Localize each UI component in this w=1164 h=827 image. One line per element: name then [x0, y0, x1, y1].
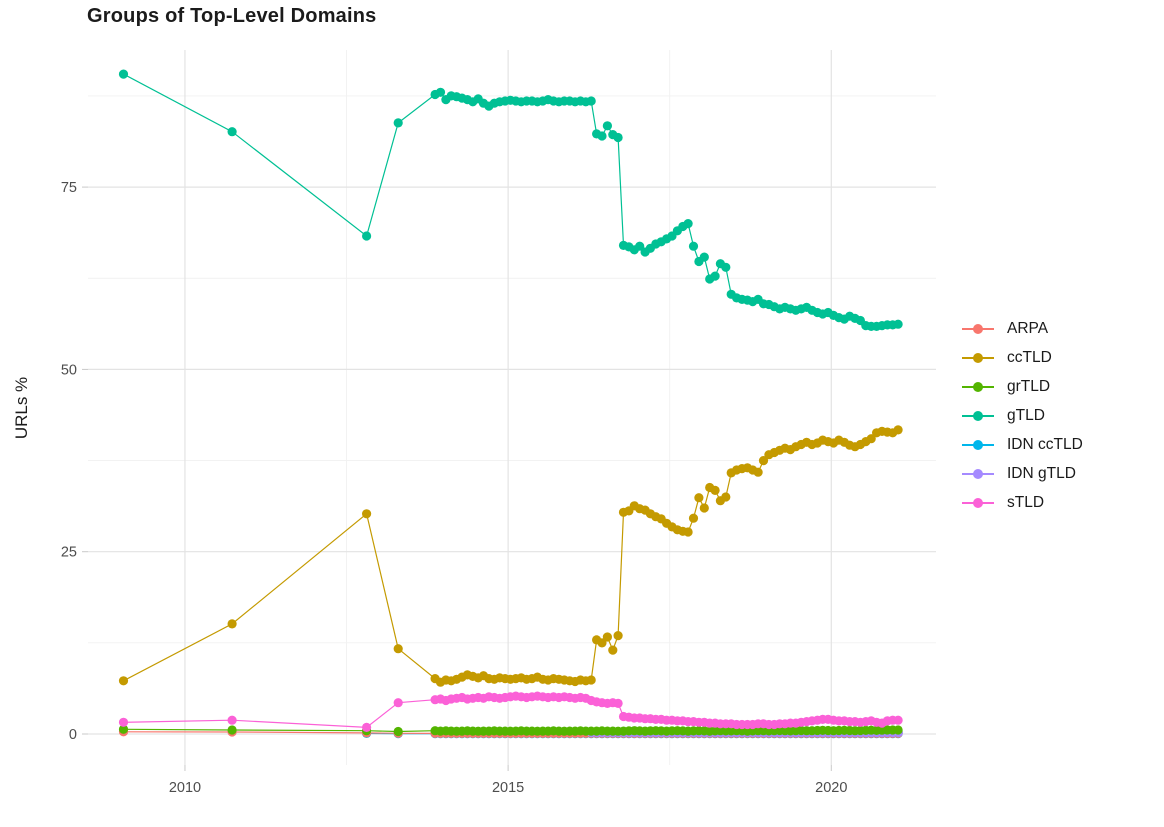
series-line-gTLD — [123, 73, 899, 327]
legend-item-IDN-gTLD: IDN gTLD — [962, 463, 1083, 485]
chart-title: Groups of Top-Level Domains — [87, 5, 377, 27]
legend-label: IDN gTLD — [1007, 465, 1076, 482]
series-point-ccTLD — [688, 513, 699, 523]
series-point-gTLD — [586, 96, 596, 106]
legend-label: ccTLD — [1007, 349, 1052, 366]
series-point-gTLD — [688, 241, 699, 251]
series-point-grTLD — [393, 726, 403, 737]
series-point-gTLD — [602, 121, 613, 131]
series-point-gTLD — [597, 131, 607, 141]
y-tick-label: 50 — [61, 362, 77, 378]
series-point-ccTLD — [893, 425, 903, 435]
series-point-ccTLD — [710, 485, 720, 495]
series-point-ccTLD — [393, 644, 403, 654]
series-point-grTLD — [893, 725, 903, 735]
series-point-gTLD — [699, 252, 709, 262]
series-point-sTLD — [613, 698, 623, 709]
legend-item-ccTLD: ccTLD — [962, 347, 1083, 369]
series-point-sTLD — [362, 722, 372, 733]
y-tick-label: 25 — [61, 545, 77, 561]
series-point-ccTLD — [362, 509, 372, 519]
legend: ARPA ccTLD grTLD gTLD IDN ccTLD IDN gTLD sTLD — [962, 318, 1083, 514]
legend-item-grTLD: grTLD — [962, 376, 1083, 398]
x-tick-label: 2015 — [492, 780, 524, 796]
legend-label: gTLD — [1007, 407, 1045, 424]
series-point-gTLD — [721, 262, 731, 272]
legend-item-gTLD: gTLD — [962, 405, 1083, 427]
series-point-ccTLD — [866, 434, 876, 444]
series-point-gTLD — [893, 319, 903, 329]
legend-item-ARPA: ARPA — [962, 318, 1083, 340]
x-tick-label: 2020 — [815, 780, 847, 796]
series-point-gTLD — [435, 87, 446, 97]
legend-marker-icon — [962, 382, 994, 392]
legend-item-sTLD: sTLD — [962, 492, 1083, 514]
series-point-grTLD — [227, 725, 237, 735]
legend-label: sTLD — [1007, 494, 1045, 511]
legend-marker-icon — [962, 324, 994, 334]
legend-marker-icon — [962, 498, 994, 508]
legend-marker-icon — [962, 440, 994, 450]
series-point-gTLD — [710, 271, 720, 281]
legend-marker-icon — [962, 353, 994, 363]
series-point-grTLD — [118, 724, 129, 734]
series-point-sTLD — [118, 717, 129, 727]
series-point-ccTLD — [227, 619, 237, 629]
series-point-gTLD — [118, 69, 129, 79]
series-point-gTLD — [393, 118, 403, 128]
legend-label: ARPA — [1007, 320, 1049, 337]
series-point-gTLD — [683, 219, 693, 229]
series-point-ccTLD — [608, 645, 618, 655]
series-line-ccTLD — [123, 429, 899, 683]
series-point-ccTLD — [613, 631, 623, 641]
series-point-ccTLD — [118, 676, 129, 686]
series-point-sTLD — [227, 715, 237, 725]
series-point-gTLD — [613, 132, 623, 143]
legend-label: IDN ccTLD — [1007, 436, 1083, 453]
series-point-sTLD — [393, 698, 403, 708]
series-point-ccTLD — [602, 632, 613, 642]
legend-marker-icon — [962, 411, 994, 421]
legend-label: grTLD — [1007, 378, 1051, 395]
series-point-ccTLD — [753, 467, 763, 477]
y-axis-title: URLs % — [12, 376, 31, 440]
series-point-ccTLD — [586, 675, 596, 685]
x-tick-label: 2010 — [169, 780, 201, 796]
series-point-gTLD — [227, 127, 237, 137]
series-point-ccTLD — [758, 456, 769, 466]
series-point-ccTLD — [699, 503, 709, 513]
series-point-ccTLD — [597, 638, 607, 648]
y-tick-label: 75 — [61, 180, 77, 196]
legend-item-IDN-ccTLD: IDN ccTLD — [962, 434, 1083, 456]
series-point-ccTLD — [683, 527, 693, 537]
series-point-sTLD — [893, 715, 903, 725]
series-point-gTLD — [635, 241, 645, 251]
legend-marker-icon — [962, 469, 994, 479]
series-point-ccTLD — [694, 493, 704, 503]
series-point-gTLD — [362, 231, 372, 241]
y-tick-label: 0 — [69, 727, 77, 743]
series-point-ccTLD — [721, 492, 731, 502]
